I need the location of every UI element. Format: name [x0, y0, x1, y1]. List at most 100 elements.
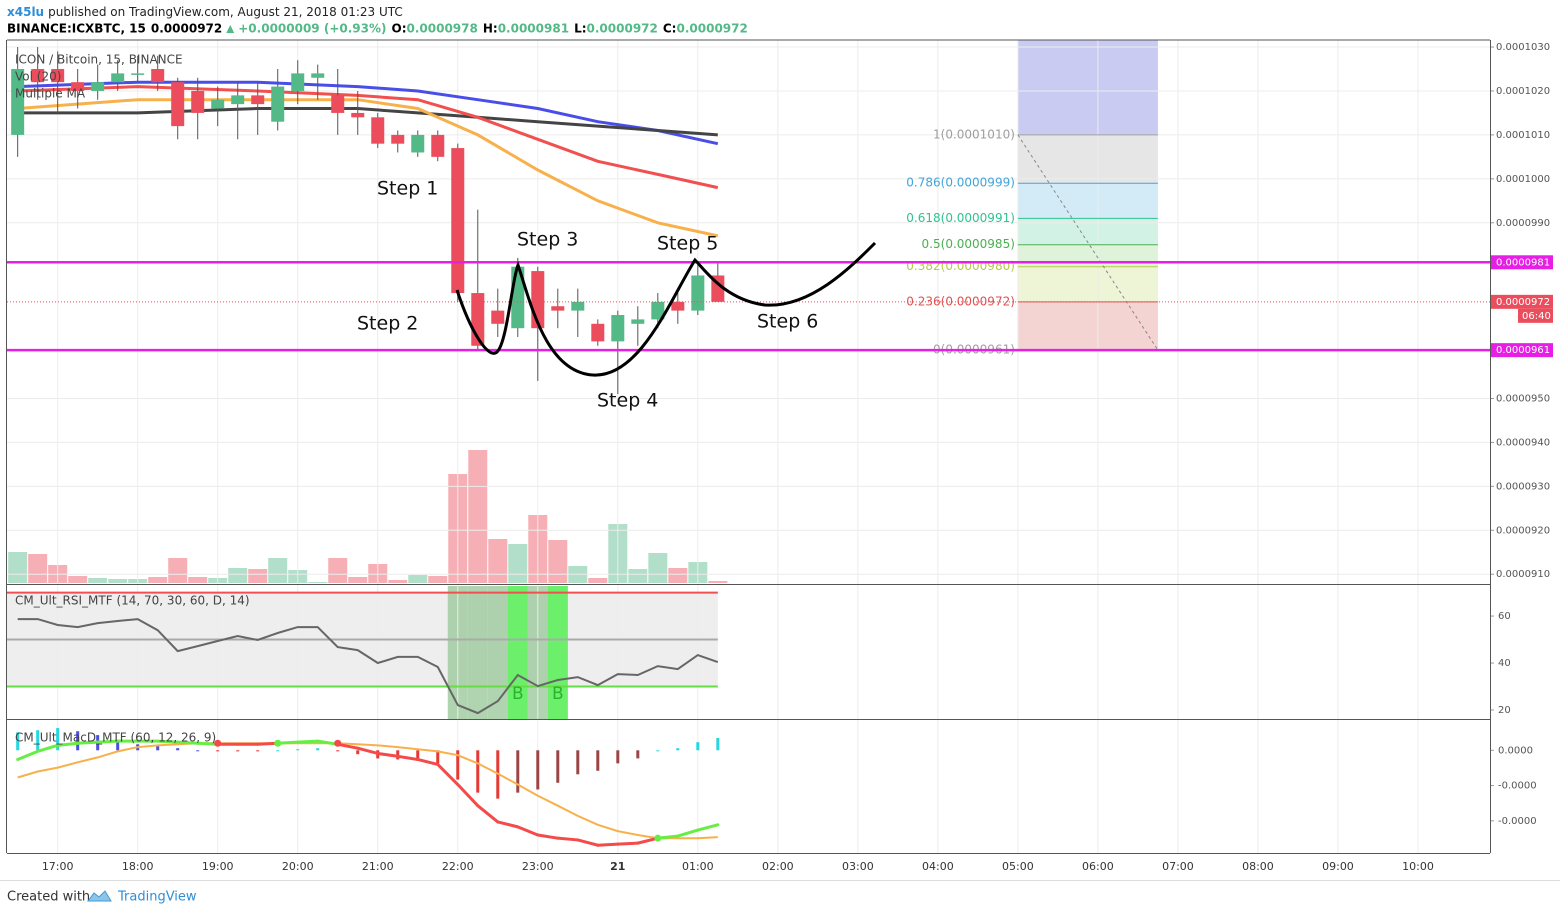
up-arrow — [226, 25, 235, 33]
macd-line — [536, 833, 560, 840]
x-tick-label: 07:00 — [1162, 860, 1194, 873]
price-tag-label: 0.0000961 — [1496, 345, 1550, 356]
last-price-label: 0.0000972 — [1496, 297, 1550, 308]
macd-histogram — [436, 750, 440, 764]
legend-text: Multiple MA — [15, 87, 86, 101]
fib-trend — [1017, 134, 1159, 351]
candle-body — [111, 73, 125, 83]
x-tick-label: 04:00 — [922, 860, 954, 873]
macd-histogram — [216, 750, 220, 752]
cross-dot — [274, 739, 282, 747]
x-tick-label: 10:00 — [1402, 860, 1434, 873]
macd-histogram — [36, 730, 40, 751]
candle-body — [151, 68, 165, 83]
header-text: +0.0000009 (+0.93%) — [238, 22, 386, 36]
macd-histogram — [296, 749, 300, 751]
y-tick-label: 20 — [1498, 705, 1511, 716]
x-tick-label: 17:00 — [42, 860, 74, 873]
macd-histogram — [336, 750, 340, 752]
candle-body — [291, 73, 305, 91]
header-text: H: — [483, 22, 498, 36]
author[interactable]: x45lu — [7, 5, 44, 19]
y-tick-label: 0.0001000 — [1496, 174, 1550, 185]
volume-bar — [28, 554, 48, 583]
header-text: 0.0000981 — [498, 22, 569, 36]
volume-bar — [388, 580, 408, 583]
x-tick-label: 23:00 — [522, 860, 554, 873]
candle-body — [671, 301, 685, 311]
fib-band — [1017, 301, 1158, 351]
candle-body — [231, 95, 245, 105]
macd-histogram — [556, 750, 560, 783]
annotations: Step 1 Step 2 Step 3 Step 4 Step 5 Step … — [357, 178, 877, 412]
candle-body — [351, 112, 365, 118]
x-tick-label: 05:00 — [1002, 860, 1034, 873]
volume-bar — [8, 552, 28, 583]
macd-line — [456, 783, 480, 808]
candle-body — [331, 95, 345, 113]
candle-body — [631, 319, 645, 324]
volume-bar — [68, 576, 88, 583]
macd-histogram — [596, 750, 600, 771]
volume-bar — [508, 544, 528, 583]
candle-body — [211, 99, 225, 109]
y-tick-label: 0.0000940 — [1496, 437, 1550, 448]
y-tick-label: -0.0000 — [1498, 781, 1537, 792]
macd-histogram — [636, 750, 640, 759]
volume-bar — [428, 576, 448, 583]
countdown-tag — [1518, 308, 1553, 323]
signal-line — [17, 742, 718, 840]
macd-line — [696, 823, 720, 832]
volume-bar — [348, 577, 368, 583]
x-tick-label: 06:00 — [1082, 860, 1114, 873]
brand-link[interactable]: TradingView — [117, 890, 197, 905]
candle-body — [551, 306, 565, 311]
header-text: O: — [392, 22, 407, 36]
x-tick-label: 21 — [610, 860, 625, 873]
macd-line — [336, 742, 360, 750]
x-tick-label: 20:00 — [282, 860, 314, 873]
macd-histogram — [256, 750, 260, 752]
volume-bar — [548, 540, 568, 583]
volume-bar — [408, 575, 428, 583]
volume-bar — [468, 450, 488, 583]
candle-body — [11, 68, 25, 135]
brand-logo[interactable] — [87, 890, 112, 902]
macd-line — [16, 749, 40, 761]
y-tick-label: -0.0000 — [1498, 816, 1537, 827]
candle-body — [171, 82, 185, 127]
macd-histogram — [416, 750, 420, 761]
y-tick-label: 0.0001030 — [1496, 42, 1550, 53]
fib-band — [1017, 266, 1158, 302]
fg-layer: 1(0.0001010) 0.786(0.0000999) 0.618(0.0000… — [7, 47, 1490, 847]
step-label: Step 5 — [657, 233, 718, 255]
macd-line — [396, 754, 420, 761]
volume-bar — [148, 577, 168, 583]
legend-text: Vol (20) — [15, 70, 61, 84]
buy-signal-label: B — [552, 684, 564, 704]
candle-body — [431, 134, 445, 157]
macd-histogram — [316, 748, 320, 751]
fib-label: 0.618(0.0000991) — [906, 211, 1015, 225]
macd-line — [436, 762, 460, 787]
x-tick-label: 18:00 — [122, 860, 154, 873]
candle-body — [391, 134, 405, 144]
candle-body — [311, 73, 325, 78]
candle-body — [451, 148, 465, 294]
macd-line — [296, 739, 320, 744]
macd-line — [376, 751, 400, 758]
macd-histogram — [716, 737, 720, 751]
legend-text: ICON / Bitcoin, 15, BINANCE — [15, 53, 183, 67]
macd-line — [476, 804, 500, 824]
macd-histogram — [456, 750, 460, 780]
candle-body — [611, 315, 625, 342]
header-text: 0.0000972 — [587, 22, 658, 36]
header-text: C: — [663, 22, 677, 36]
y-tick-label: 0.0000930 — [1496, 481, 1550, 492]
candle-body — [591, 323, 605, 342]
footer-text: Created with — [7, 890, 90, 905]
volume-bar — [228, 568, 248, 583]
fib-band — [1017, 134, 1158, 184]
x-tick-label: 09:00 — [1322, 860, 1354, 873]
